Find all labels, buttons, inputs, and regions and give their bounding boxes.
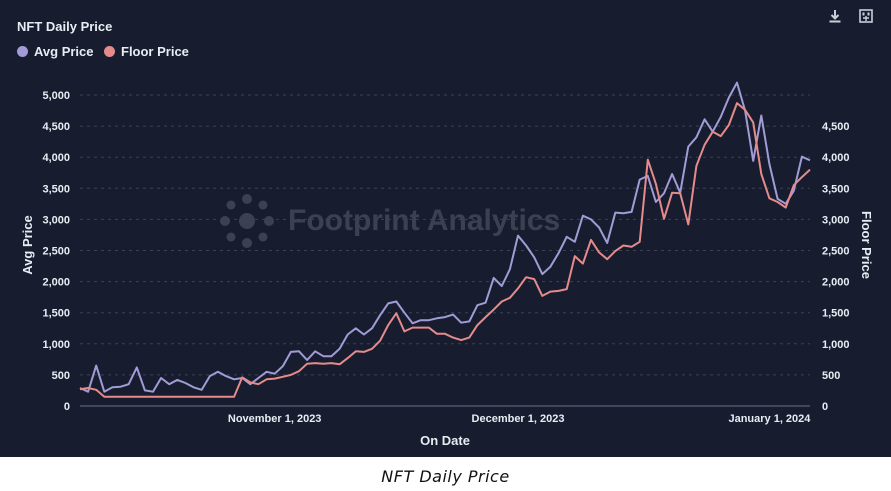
- y-tick-label: 2,000: [42, 277, 70, 289]
- x-tick-label: January 1, 2024: [728, 413, 811, 425]
- legend-item-avg-price[interactable]: Avg Price: [17, 44, 94, 59]
- legend-label-floor: Floor Price: [121, 44, 189, 59]
- y2-tick-label: 0: [822, 401, 828, 413]
- y2-tick-label: 2,000: [822, 277, 850, 289]
- y2-tick-label: 1,500: [822, 308, 850, 320]
- y-tick-label: 4,000: [42, 152, 70, 164]
- x-tick-label: November 1, 2023: [228, 413, 322, 425]
- y2-tick-label: 4,000: [822, 152, 850, 164]
- avg-price-line: [79, 81, 811, 393]
- y-tick-label: 5,000: [42, 90, 70, 102]
- y-tick-label: 3,500: [42, 183, 70, 195]
- y2-tick-label: 4,500: [822, 121, 850, 133]
- chart-panel: NFT Daily Price Avg Price Floor Price Fo…: [0, 0, 891, 457]
- y-axis-title: Avg Price: [20, 215, 35, 275]
- y-tick-label: 3,000: [42, 214, 70, 226]
- legend-dot-avg: [17, 46, 28, 57]
- legend-dot-floor: [104, 46, 115, 57]
- y2-tick-label: 2,500: [822, 246, 850, 258]
- line-chart: 0 500 1,000 1,500 2,000 2,500 3,000 3,500 4,000 4…: [20, 81, 874, 448]
- x-tick-label: December 1, 2023: [472, 413, 565, 425]
- y-tick-label: 0: [64, 401, 70, 413]
- download-icon[interactable]: [827, 8, 843, 24]
- legend-item-floor-price[interactable]: Floor Price: [104, 44, 189, 59]
- floor-price-line: [79, 102, 811, 398]
- y-tick-label: 2,500: [42, 246, 70, 258]
- x-axis-title: On Date: [420, 433, 470, 448]
- chart-settings-icon[interactable]: [858, 8, 874, 24]
- y2-axis-title: Floor Price: [859, 211, 874, 279]
- y2-tick-label: 1,000: [822, 339, 850, 351]
- chart-title: NFT Daily Price: [17, 19, 113, 34]
- y-tick-label: 500: [52, 370, 70, 382]
- y-tick-label: 1,000: [42, 339, 70, 351]
- y-tick-label: 4,500: [42, 121, 70, 133]
- legend-label-avg: Avg Price: [34, 44, 94, 59]
- y2-tick-label: 3,000: [822, 214, 850, 226]
- figure-caption: NFT Daily Price: [381, 467, 510, 486]
- y-tick-label: 1,500: [42, 308, 70, 320]
- y2-tick-label: 500: [822, 370, 840, 382]
- y2-tick-label: 3,500: [822, 183, 850, 195]
